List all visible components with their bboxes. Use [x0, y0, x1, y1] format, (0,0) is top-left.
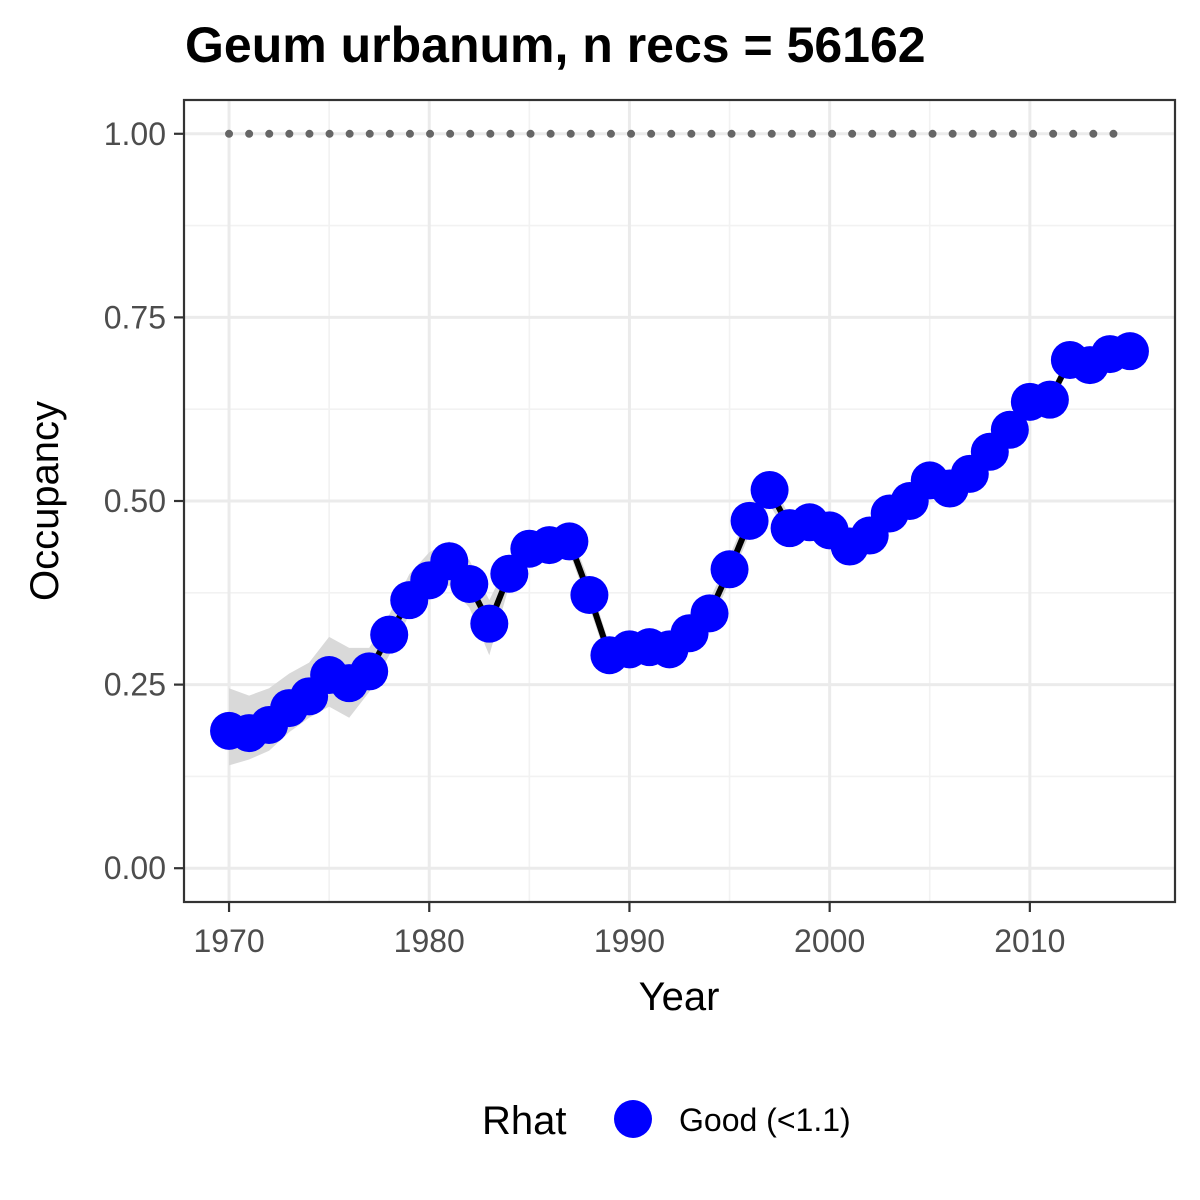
- data-point-2011: [1030, 380, 1069, 419]
- x-tick-label: 1980: [394, 923, 465, 959]
- confidence-ribbon: [229, 343, 1130, 766]
- data-point-1982: [450, 564, 489, 603]
- legend-label-good: Good (<1.1): [679, 1102, 851, 1138]
- legend: Rhat Good (<1.1): [482, 1099, 851, 1143]
- y-tick-label: 0.75: [104, 299, 166, 335]
- legend-key-good: [614, 1100, 652, 1138]
- series-points-layer: [210, 332, 1149, 753]
- data-point-2015: [1110, 332, 1149, 371]
- data-point-1987: [550, 522, 589, 561]
- x-tick-label: 2000: [794, 923, 865, 959]
- legend-title: Rhat: [482, 1099, 567, 1143]
- data-point-1978: [370, 615, 409, 654]
- x-tick-label: 2010: [994, 923, 1065, 959]
- data-point-1997: [750, 470, 789, 509]
- y-tick-label: 1.00: [104, 116, 166, 152]
- data-point-1983: [470, 604, 509, 643]
- x-tick-label: 1970: [193, 923, 264, 959]
- x-tick-label: 1990: [594, 923, 665, 959]
- x-axis-title: Year: [639, 975, 720, 1019]
- data-point-1995: [710, 550, 749, 589]
- major-gridlines: [184, 100, 1175, 902]
- y-tick-label: 0.00: [104, 850, 166, 886]
- data-point-1996: [730, 501, 769, 540]
- data-point-1977: [350, 652, 389, 691]
- y-axis-title: Occupancy: [23, 401, 67, 601]
- x-axis: 1970 1980 1990 2000 2010: [193, 902, 1065, 959]
- y-axis: 0.00 0.25 0.50 0.75 1.00: [104, 116, 184, 886]
- minor-gridlines: [184, 100, 1175, 902]
- data-point-1988: [570, 576, 609, 615]
- data-point-1994: [690, 594, 729, 633]
- chart-title: Geum urbanum, n recs = 56162: [185, 17, 926, 73]
- y-tick-label: 0.50: [104, 483, 166, 519]
- data-point-2009: [990, 410, 1029, 449]
- confidence-ribbon-layer: [229, 343, 1130, 766]
- y-tick-label: 0.25: [104, 667, 166, 703]
